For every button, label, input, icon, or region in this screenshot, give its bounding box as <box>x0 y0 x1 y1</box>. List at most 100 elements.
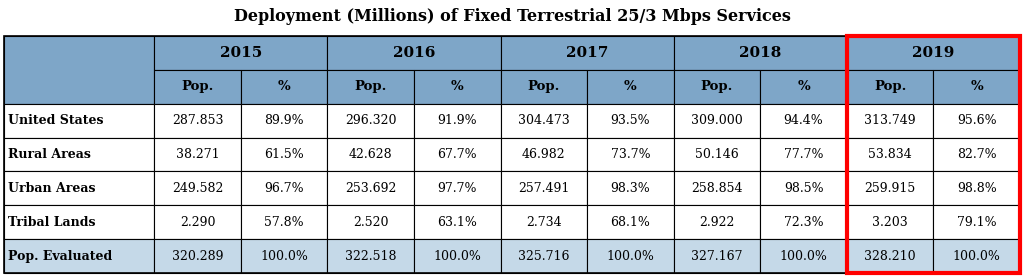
Text: 89.9%: 89.9% <box>264 114 304 127</box>
Text: 2017: 2017 <box>566 46 608 60</box>
Text: 2015: 2015 <box>220 46 262 60</box>
Text: 313.749: 313.749 <box>864 114 915 127</box>
Text: Pop.: Pop. <box>527 80 560 93</box>
Bar <box>414 70 501 104</box>
Text: 2016: 2016 <box>393 46 435 60</box>
Text: 253.692: 253.692 <box>345 182 396 195</box>
Text: Pop.: Pop. <box>873 80 906 93</box>
Text: 57.8%: 57.8% <box>264 216 304 229</box>
Bar <box>934 205 1020 239</box>
Text: %: % <box>971 80 983 93</box>
Bar <box>328 36 501 70</box>
Bar <box>155 239 241 273</box>
Bar <box>934 171 1020 205</box>
Bar <box>241 138 328 171</box>
Bar <box>328 239 414 273</box>
Bar <box>414 104 501 138</box>
Bar <box>155 104 241 138</box>
Bar <box>674 70 760 104</box>
Bar <box>328 171 414 205</box>
Bar <box>155 70 241 104</box>
Text: Tribal Lands: Tribal Lands <box>8 216 95 229</box>
Bar <box>587 70 674 104</box>
Bar <box>760 104 847 138</box>
Bar <box>501 205 587 239</box>
Bar <box>241 239 328 273</box>
Text: 63.1%: 63.1% <box>437 216 477 229</box>
Bar <box>674 104 760 138</box>
Bar <box>4 36 1020 273</box>
Bar <box>934 104 1020 138</box>
Text: 91.9%: 91.9% <box>437 114 477 127</box>
Bar <box>4 205 155 239</box>
Bar <box>847 239 934 273</box>
Text: 3.203: 3.203 <box>872 216 908 229</box>
Text: 53.834: 53.834 <box>868 148 912 161</box>
Bar <box>328 104 414 138</box>
Text: 98.3%: 98.3% <box>610 182 650 195</box>
Bar <box>155 36 328 70</box>
Text: 325.716: 325.716 <box>518 250 569 263</box>
Text: Pop.: Pop. <box>700 80 733 93</box>
Text: 328.210: 328.210 <box>864 250 915 263</box>
Bar <box>587 205 674 239</box>
Text: 2.922: 2.922 <box>699 216 734 229</box>
Bar <box>587 171 674 205</box>
Text: 304.473: 304.473 <box>518 114 569 127</box>
Bar <box>414 239 501 273</box>
Text: 61.5%: 61.5% <box>264 148 304 161</box>
Bar <box>501 138 587 171</box>
Text: %: % <box>624 80 637 93</box>
Text: 296.320: 296.320 <box>345 114 396 127</box>
Text: Pop. Evaluated: Pop. Evaluated <box>8 250 113 263</box>
Text: 73.7%: 73.7% <box>610 148 650 161</box>
Text: 93.5%: 93.5% <box>610 114 650 127</box>
Text: Pop.: Pop. <box>181 80 214 93</box>
Text: 68.1%: 68.1% <box>610 216 650 229</box>
Text: 249.582: 249.582 <box>172 182 223 195</box>
Text: %: % <box>451 80 464 93</box>
Text: %: % <box>278 80 291 93</box>
Bar <box>934 138 1020 171</box>
Text: 38.271: 38.271 <box>176 148 219 161</box>
Bar <box>241 205 328 239</box>
Bar <box>501 171 587 205</box>
Text: 97.7%: 97.7% <box>437 182 477 195</box>
Text: 100.0%: 100.0% <box>606 250 654 263</box>
Text: 46.982: 46.982 <box>522 148 565 161</box>
Text: 72.3%: 72.3% <box>783 216 823 229</box>
Bar <box>760 70 847 104</box>
Text: 259.915: 259.915 <box>864 182 915 195</box>
Text: 79.1%: 79.1% <box>956 216 996 229</box>
Bar <box>847 138 934 171</box>
Text: 322.518: 322.518 <box>345 250 396 263</box>
Text: 320.289: 320.289 <box>172 250 223 263</box>
Text: 309.000: 309.000 <box>691 114 742 127</box>
Text: 2019: 2019 <box>912 46 954 60</box>
Bar <box>674 36 847 70</box>
Bar <box>760 239 847 273</box>
Bar <box>241 70 328 104</box>
Bar <box>674 138 760 171</box>
Text: 50.146: 50.146 <box>695 148 739 161</box>
Bar <box>328 70 414 104</box>
Text: 98.5%: 98.5% <box>783 182 823 195</box>
Text: 100.0%: 100.0% <box>952 250 1000 263</box>
Bar <box>847 171 934 205</box>
Bar <box>241 104 328 138</box>
Bar <box>241 171 328 205</box>
Text: 42.628: 42.628 <box>349 148 392 161</box>
Text: 2018: 2018 <box>739 46 781 60</box>
Text: 100.0%: 100.0% <box>433 250 481 263</box>
Bar <box>760 171 847 205</box>
Text: 258.854: 258.854 <box>691 182 742 195</box>
Bar <box>501 239 587 273</box>
Bar <box>760 138 847 171</box>
Bar <box>155 138 241 171</box>
Text: 287.853: 287.853 <box>172 114 223 127</box>
Bar <box>934 70 1020 104</box>
Bar <box>760 205 847 239</box>
Text: 100.0%: 100.0% <box>260 250 308 263</box>
Text: 100.0%: 100.0% <box>779 250 827 263</box>
Bar <box>414 138 501 171</box>
